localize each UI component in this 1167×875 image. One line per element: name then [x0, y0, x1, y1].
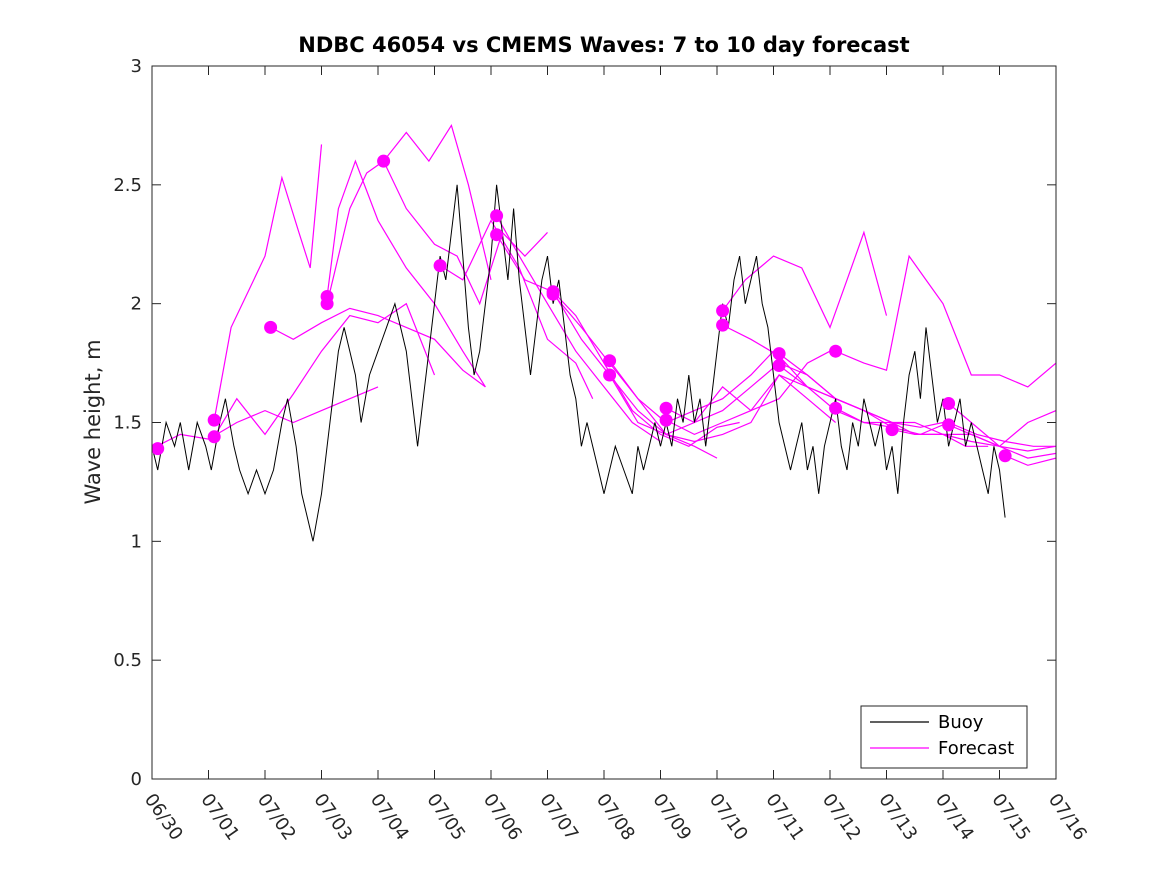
y-tick-label-0: 0	[131, 769, 142, 790]
forecast-marker-11	[546, 287, 560, 301]
forecast-line-19	[778, 365, 989, 447]
chart-title: NDBC 46054 vs CMEMS Waves: 7 to 10 day f…	[298, 33, 909, 57]
plot-area	[151, 65, 1057, 780]
buoy-line	[152, 184, 1006, 542]
forecast-marker-6	[377, 154, 391, 168]
forecast-line-20	[835, 254, 1056, 388]
forecast-marker-15	[659, 413, 673, 427]
forecast-line-3	[270, 307, 486, 388]
forecast-line-8	[496, 215, 661, 442]
forecast-marker-0	[152, 442, 165, 456]
forecast-line-13	[609, 374, 836, 443]
forecast-line-12	[609, 350, 831, 436]
forecast-marker-9	[490, 228, 504, 242]
forecast-marker-17	[716, 318, 730, 332]
forecast-marker-8	[490, 209, 504, 223]
y-tick-label-3: 1.5	[113, 413, 142, 434]
forecast-line-25	[1004, 455, 1056, 466]
forecast-marker-3	[264, 320, 278, 334]
forecast-marker-24	[942, 418, 956, 432]
forecast-marker-25	[998, 449, 1012, 463]
legend-label-forecast: Forecast	[938, 738, 1014, 759]
forecast-marker-23	[942, 397, 956, 410]
forecast-marker-7	[433, 259, 447, 273]
legend-box	[860, 705, 1028, 769]
forecast-line-5	[326, 123, 492, 304]
forecast-line-7	[439, 219, 594, 399]
forecast-line-1	[213, 144, 323, 421]
forecast-marker-20	[829, 344, 843, 358]
legend: Buoy Forecast	[860, 705, 1028, 769]
forecast-line-0	[152, 386, 379, 450]
series-group	[152, 123, 1056, 542]
forecast-line-4	[326, 159, 486, 388]
forecast-marker-16	[716, 304, 730, 318]
forecast-line-6	[383, 160, 548, 306]
y-tick-label-1: 0.5	[113, 650, 142, 671]
forecast-marker-1	[207, 413, 221, 427]
forecast-marker-21	[829, 401, 843, 415]
y-tick-label-6: 3	[131, 56, 142, 77]
plot-background	[152, 66, 1056, 779]
forecast-marker-12	[603, 354, 617, 368]
y-tick-label-2: 1	[131, 531, 142, 552]
forecast-marker-13	[603, 368, 617, 382]
y-tick-label-4: 2	[131, 294, 142, 315]
forecast-marker-5	[320, 297, 334, 311]
forecast-marker-22	[885, 423, 899, 437]
forecast-line-16	[722, 230, 888, 329]
y-tick-label-5: 2.5	[113, 175, 142, 196]
forecast-line-22	[891, 429, 1056, 452]
forecast-marker-2	[207, 430, 221, 444]
forecast-marker-18	[772, 347, 786, 361]
forecast-marker-14	[659, 401, 673, 415]
forecast-line-10	[552, 291, 740, 447]
legend-label-buoy: Buoy	[938, 712, 984, 733]
y-axis-ticks: 0 0.5 1 1.5 2 2.5 3	[113, 56, 1056, 790]
forecast-marker-19	[772, 359, 786, 372]
y-axis-label: Wave height, m	[81, 339, 105, 504]
